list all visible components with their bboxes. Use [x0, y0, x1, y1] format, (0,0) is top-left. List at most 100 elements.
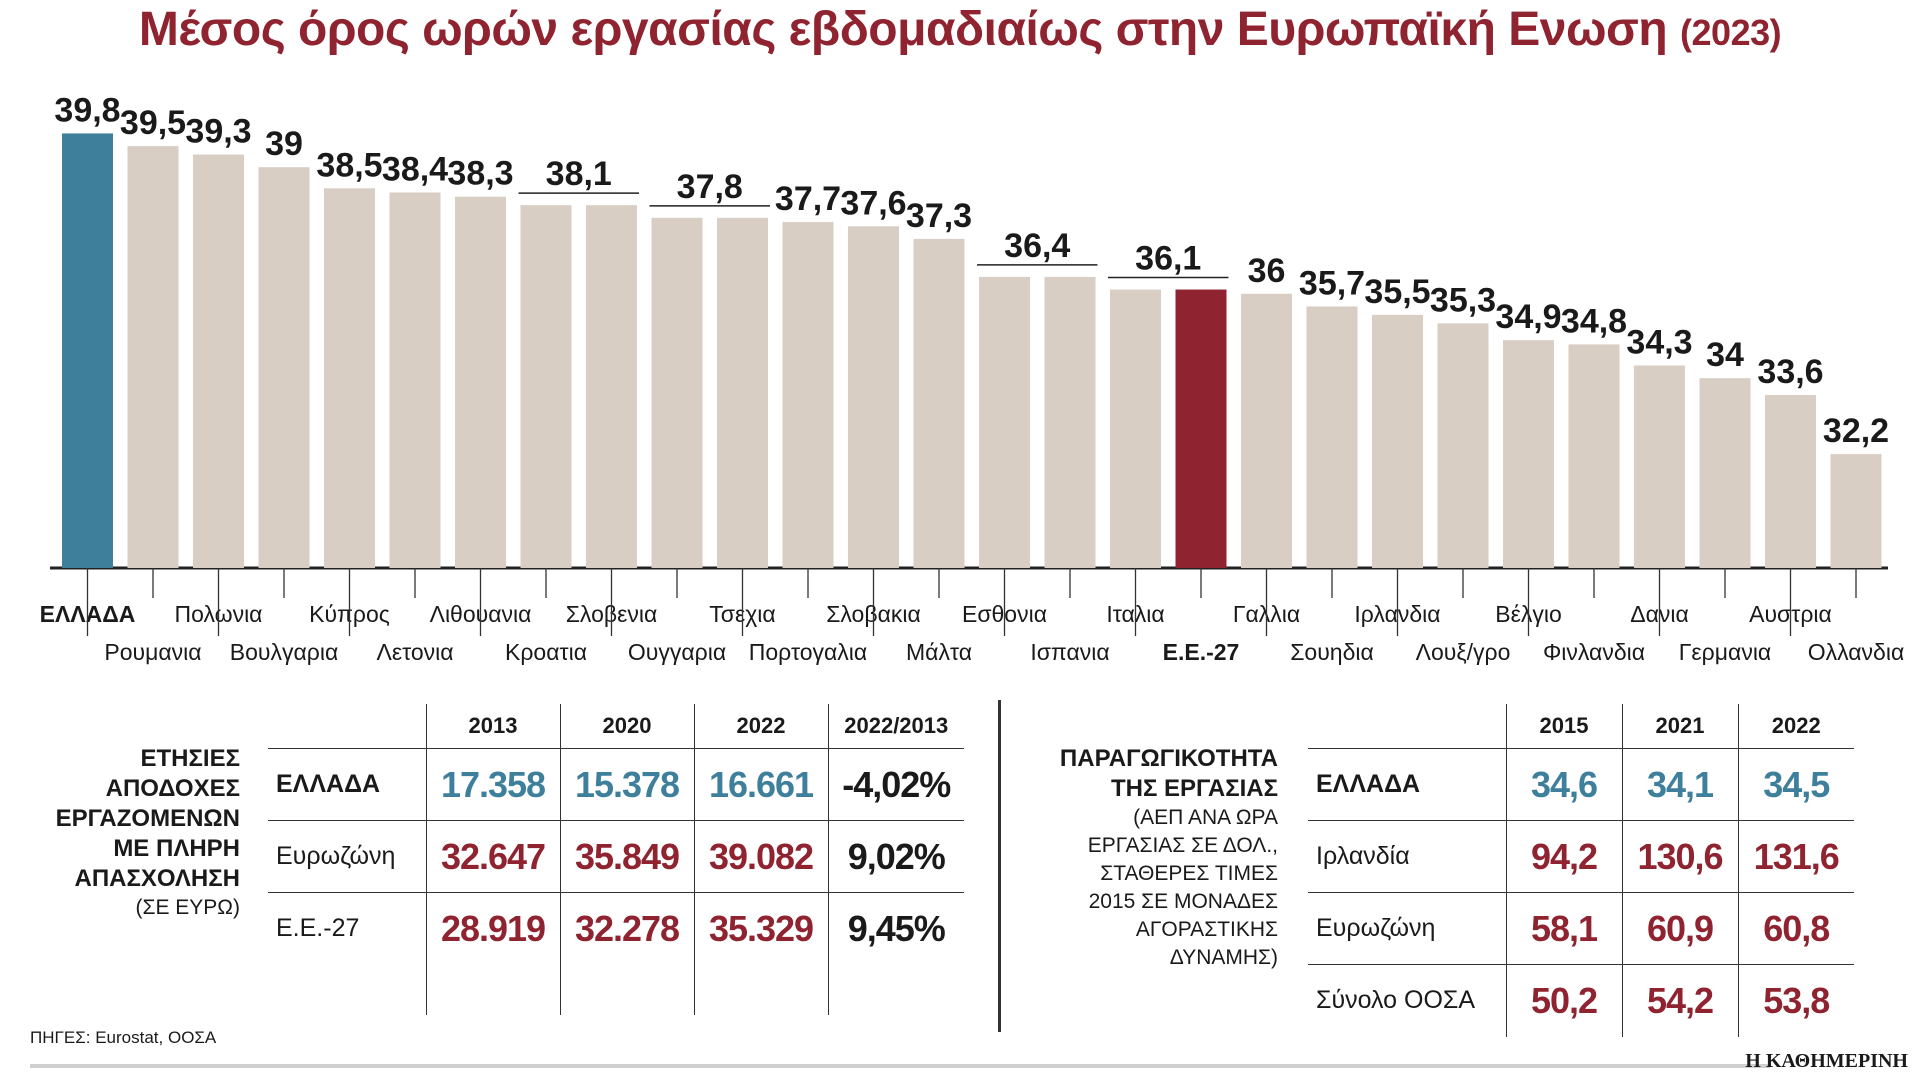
value-label: 37,6 — [840, 184, 906, 222]
value-label: 39,5 — [120, 104, 186, 142]
value-label: 33,6 — [1757, 353, 1823, 391]
productivity-label: ΠΑΡΑΓΩΓΙΚΟΤΗΤΑ ΤΗΣ ΕΡΓΑΣΙΑΣ (ΑΕΠ ΑΝΑ ΩΡΑ… — [1010, 744, 1278, 972]
table-cell: 60,9 — [1621, 892, 1738, 965]
bar — [1241, 293, 1292, 568]
value-label: 34,3 — [1626, 323, 1692, 361]
category-label: Μάλτα — [906, 639, 972, 665]
bar — [913, 238, 965, 568]
table-cell: 94,2 — [1505, 820, 1622, 893]
category-label: Ε.Ε.-27 — [1163, 639, 1240, 665]
bar — [193, 154, 244, 569]
productivity-sub-line: ΑΓΟΡΑΣΤΙΚΗΣ — [1135, 918, 1278, 941]
bar — [1175, 289, 1227, 568]
table-cell: 9,45% — [827, 892, 964, 965]
productivity-header: 2022 — [1737, 704, 1854, 749]
earnings-header: 2022/2013 — [827, 704, 964, 749]
category-label: Λουξ/γρο — [1416, 639, 1511, 665]
bar — [1044, 276, 1096, 568]
table-row: Ευρωζώνη 58,1 60,9 60,8 — [1308, 892, 1854, 965]
bar — [127, 146, 179, 568]
value-label: 34,8 — [1561, 302, 1627, 340]
table-row: Ε.Ε.-27 28.919 32.278 35.329 9,45% — [268, 892, 964, 965]
value-label: 39,8 — [54, 91, 120, 129]
value-label: 38,3 — [447, 155, 513, 193]
value-label: 34,9 — [1495, 298, 1561, 336]
productivity-header: 2021 — [1621, 704, 1738, 749]
value-label: 36 — [1248, 252, 1286, 290]
table-cell: 53,8 — [1737, 964, 1854, 1037]
table-cell: 130,6 — [1621, 820, 1738, 893]
table-cell: -4,02% — [827, 748, 964, 821]
bar — [979, 276, 1030, 568]
category-label: Κροατια — [505, 639, 587, 665]
value-label: 39 — [265, 125, 303, 163]
category-label: Ισπανια — [1030, 639, 1109, 665]
earnings-header: 2020 — [559, 704, 694, 749]
table-cell: 35.329 — [693, 892, 828, 965]
table-cell: 28.919 — [425, 892, 560, 965]
value-label: 35,3 — [1430, 281, 1496, 319]
earnings-label: ΕΤΗΣΙΕΣ ΑΠΟΔΟΧΕΣ ΕΡΓΑΖΟΜΕΝΩΝ ΜΕ ΠΛΗΡΗ ΑΠ… — [20, 744, 240, 922]
bar — [651, 217, 703, 569]
value-label: 37,8 — [677, 168, 743, 206]
value-label: 37,3 — [906, 197, 972, 235]
earnings-table: 2013 2020 2022 2022/2013 ΕΛΛΑΔΑ 17.358 1… — [268, 704, 964, 1015]
value-label: 32,2 — [1823, 412, 1889, 450]
table-cell: 32.647 — [425, 820, 560, 893]
table-cell: 16.661 — [693, 748, 828, 821]
bar — [1372, 314, 1423, 568]
earnings-label-line: ΑΠΑΣΧΟΛΗΣΗ — [74, 865, 240, 892]
earnings-label-line: ΜΕ ΠΛΗΡΗ — [113, 835, 240, 862]
productivity-sub-line: ΔΥΝΑΜΗΣ) — [1169, 946, 1278, 969]
bar — [62, 133, 113, 568]
table-cell: 39.082 — [693, 820, 828, 893]
brand-logo: Η ΚΑΘΗΜΕΡΙΝΗ — [1745, 1050, 1908, 1072]
table-cell: 131,6 — [1737, 820, 1854, 893]
table-row: Σύνολο ΟΟΣΑ 50,2 54,2 53,8 — [1308, 964, 1854, 1037]
productivity-sub-line: 2015 ΣΕ ΜΟΝΑΔΕΣ — [1088, 890, 1278, 913]
table-row: Ευρωζώνη 32.647 35.849 39.082 9,02% — [268, 820, 964, 893]
footer-rule — [30, 1064, 1770, 1068]
earnings-unit: (ΣΕ ΕΥΡΩ) — [135, 896, 240, 919]
value-label: 35,7 — [1299, 264, 1365, 302]
productivity-header: 2015 — [1505, 704, 1622, 749]
productivity-sub-line: ΣΤΑΘΕΡΕΣ ΤΙΜΕΣ — [1100, 862, 1278, 885]
earnings-label-line: ΕΤΗΣΙΕΣ — [140, 745, 240, 772]
bar — [1568, 344, 1620, 568]
bar — [389, 192, 441, 568]
bar — [1699, 378, 1751, 568]
bar — [782, 222, 834, 569]
value-label: 37,7 — [775, 180, 841, 218]
productivity-table: 2015 2021 2022 ΕΛΛΑΔΑ 34,6 34,1 34,5 Ιρλ… — [1308, 704, 1854, 1037]
earnings-header: 2022 — [693, 704, 828, 749]
table-cell: 58,1 — [1505, 892, 1622, 965]
category-label: Ολλανδια — [1808, 639, 1905, 665]
table-cell: 9,02% — [827, 820, 964, 893]
bar — [1503, 340, 1554, 568]
title-year: (2023) — [1680, 12, 1782, 53]
row-label: Ευρωζώνη — [268, 820, 426, 893]
productivity-label-line: ΤΗΣ ΕΡΓΑΣΙΑΣ — [1110, 775, 1278, 802]
value-label: 38,4 — [382, 151, 448, 189]
row-label: ΕΛΛΑΔΑ — [1308, 748, 1506, 821]
category-label: Γερμανια — [1679, 639, 1771, 665]
row-label: Ευρωζώνη — [1308, 892, 1506, 965]
value-label: 36,4 — [1004, 227, 1070, 265]
bar — [1765, 395, 1816, 568]
table-cell: 32.278 — [559, 892, 694, 965]
title-main: Μέσος όρος ωρών εργασίας εβδομαδιαίως στ… — [138, 3, 1668, 56]
table-cell: 50,2 — [1505, 964, 1622, 1037]
section-divider — [998, 700, 1001, 1032]
bar — [1110, 289, 1161, 568]
productivity-sub-line: ΕΡΓΑΣΙΑΣ ΣΕ ΔΟΛ., — [1087, 834, 1278, 857]
row-label: Σύνολο ΟΟΣΑ — [1308, 964, 1506, 1037]
bar — [1306, 306, 1358, 568]
bar-chart: 39,8ΕΛΛΑΔΑ39,5Ρουμανια39,3Πολωνια39Βουλγ… — [40, 91, 1905, 665]
table-row: ΕΛΛΑΔΑ 17.358 15.378 16.661 -4,02% — [268, 748, 964, 821]
category-label: Λετονια — [376, 639, 453, 665]
table-row: ΕΛΛΑΔΑ 34,6 34,1 34,5 — [1308, 748, 1854, 821]
page-title: Μέσος όρος ωρών εργασίας εβδομαδιαίως στ… — [0, 2, 1920, 57]
bar — [1634, 365, 1685, 568]
bar — [455, 196, 506, 568]
category-label: Βουλγαρια — [230, 639, 339, 665]
